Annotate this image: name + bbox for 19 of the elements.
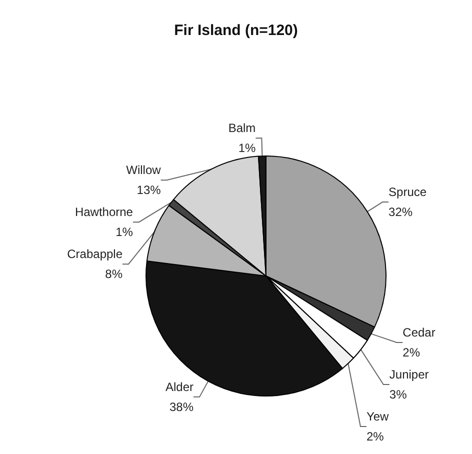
data-label: 38% — [169, 400, 194, 414]
data-label: 1% — [238, 141, 256, 156]
data-label: 13% — [136, 183, 162, 198]
slice-label: Hawthorne — [74, 205, 134, 220]
slice-label: Juniper — [389, 367, 429, 382]
slice-label: Balm — [228, 121, 256, 136]
slice-label: Yew — [366, 409, 390, 424]
chart-title: Fir Island (n=120) — [174, 22, 298, 39]
slice-label: Spruce — [388, 185, 427, 200]
data-label: 3% — [389, 387, 408, 402]
data-label: 1% — [116, 225, 134, 240]
slice-label: Crabapple — [67, 247, 123, 262]
data-label: 8% — [105, 267, 123, 282]
data-label: 2% — [366, 429, 384, 444]
slice-label: Cedar — [402, 325, 436, 340]
slice-label: Willow — [126, 163, 162, 178]
data-label: 2% — [402, 345, 420, 360]
data-label: 32% — [388, 205, 413, 220]
slice-label: Alder — [166, 380, 194, 394]
